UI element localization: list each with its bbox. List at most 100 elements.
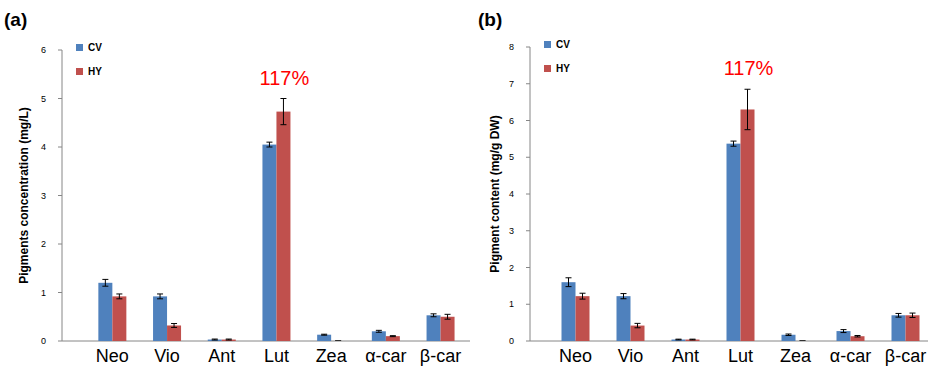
error-bar [266, 142, 272, 147]
error-cap [896, 313, 902, 314]
error-cap [116, 293, 122, 294]
error-cap [431, 316, 437, 317]
bar [167, 325, 181, 341]
error-line [733, 141, 734, 146]
error-cap [226, 340, 232, 341]
error-bar [376, 330, 382, 332]
panel-label: (a) [4, 9, 27, 30]
error-cap [841, 332, 847, 333]
error-cap [376, 332, 382, 333]
error-line [269, 142, 270, 147]
y-tick-label: 1 [41, 288, 46, 298]
y-tick-label: 6 [41, 45, 46, 55]
error-bar [102, 279, 108, 286]
annotation: 117% [260, 67, 310, 89]
x-tick-label: Zea [780, 346, 812, 366]
error-cap [690, 339, 696, 340]
bar [562, 282, 576, 341]
error-bar [566, 278, 572, 287]
x-tick-label: Neo [559, 346, 592, 366]
bar [906, 315, 920, 341]
error-bar [157, 294, 163, 299]
error-cap [266, 147, 272, 148]
error-cap [157, 298, 163, 299]
error-cap [102, 286, 108, 287]
error-cap [431, 313, 437, 314]
bar [892, 315, 906, 341]
error-line [119, 294, 120, 299]
y-tick [526, 120, 530, 121]
error-cap [800, 341, 806, 342]
error-cap [745, 89, 751, 90]
y-tick [58, 341, 62, 342]
bar [317, 335, 331, 341]
error-cap [226, 339, 232, 340]
error-bar [690, 339, 696, 341]
bars [562, 89, 920, 341]
y-tick [58, 50, 62, 51]
y-tick-label: 8 [509, 42, 514, 52]
error-line [283, 99, 284, 125]
panel-label: (b) [478, 9, 502, 30]
bar [331, 341, 345, 342]
bar [741, 109, 755, 341]
error-bar [841, 330, 847, 333]
y-tick [526, 230, 530, 231]
error-cap [910, 313, 916, 314]
error-bar [621, 294, 627, 299]
bar [631, 326, 645, 341]
error-cap [321, 334, 327, 335]
bar [153, 296, 167, 341]
x-tick-label: Vio [154, 346, 180, 366]
bar [386, 336, 400, 341]
x-tick-label: α-car [830, 346, 871, 366]
y-tick [526, 341, 530, 342]
bar [617, 296, 631, 341]
error-bar [676, 339, 682, 341]
y-tick-label: 4 [41, 142, 46, 152]
legend-swatch [76, 44, 83, 51]
error-cap [335, 341, 341, 342]
y-tick-label: 1 [509, 299, 514, 309]
error-cap [266, 142, 272, 143]
bar [686, 340, 700, 341]
error-cap [786, 334, 792, 335]
y-tick-label: 3 [41, 191, 46, 201]
x-tick-label: Zea [316, 346, 348, 366]
legend-label: HY [88, 66, 102, 77]
y-tick-label: 3 [509, 226, 514, 236]
bar [782, 335, 796, 341]
bar [796, 341, 810, 342]
error-cap [376, 330, 382, 331]
error-cap [731, 141, 737, 142]
error-cap [800, 341, 806, 342]
legend-swatch [544, 65, 551, 72]
legend-label: HY [556, 63, 570, 74]
bar [837, 331, 851, 341]
error-cap [910, 317, 916, 318]
error-cap [731, 146, 737, 147]
error-line [898, 313, 899, 317]
y-axis-label: Pigments concentration (mg/L) [17, 107, 31, 284]
y-tick [526, 194, 530, 195]
bar [222, 340, 236, 341]
panel: (b)012345678Pigment content (mg/g DW)Neo… [478, 9, 928, 366]
error-cap [580, 299, 586, 300]
error-cap [212, 339, 218, 340]
legend-label: CV [88, 42, 102, 53]
error-line [174, 324, 175, 328]
error-cap [102, 279, 108, 280]
legend-label: CV [556, 39, 570, 50]
y-tick [58, 292, 62, 293]
error-bar [800, 341, 806, 342]
x-tick-label: Neo [96, 346, 129, 366]
error-line [582, 293, 583, 299]
bar [372, 331, 386, 341]
y-tick [526, 47, 530, 48]
error-cap [635, 327, 641, 328]
y-tick-label: 2 [41, 239, 46, 249]
error-cap [855, 336, 861, 337]
error-cap [676, 339, 682, 340]
bar [672, 340, 686, 341]
error-bar [910, 313, 916, 317]
